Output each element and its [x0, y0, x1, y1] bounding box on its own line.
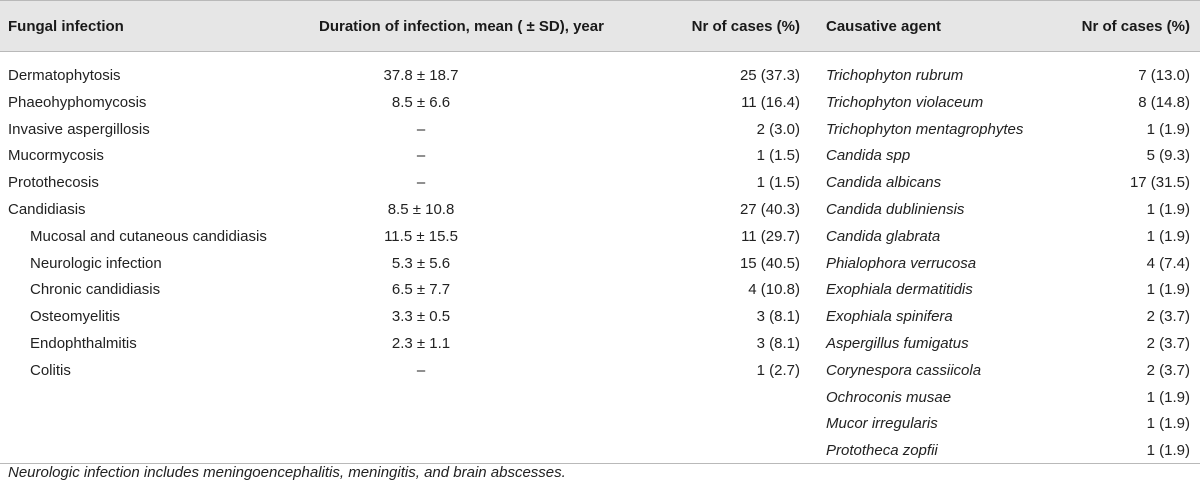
header-causative-agent: Causative agent — [826, 18, 942, 35]
table-row: Phaeohyphomycosis 8.5 ± 6.6 11 (16.4) Trich… — [0, 89, 1200, 116]
causative-agent-name: Trichophyton violaceum — [826, 93, 984, 111]
infection-duration: – — [416, 120, 426, 138]
table-row: Ochroconis musae 1 (1.9) — [0, 384, 1200, 411]
causative-agent-name: Exophiala dermatitidis — [826, 281, 973, 299]
causative-agent-name: Mucor irregularis — [826, 415, 938, 433]
infection-cases: 11 (16.4) — [741, 93, 800, 111]
causative-agent-cases: 1 (1.9) — [1146, 227, 1190, 245]
causative-agent-name: Prototheca zopfii — [826, 442, 938, 460]
table-row: Mucosal and cutaneous candidiasis 11.5 ± … — [0, 223, 1200, 250]
causative-agent-cases: 4 (7.4) — [1146, 254, 1190, 272]
infection-cases: 1 (2.7) — [756, 361, 800, 379]
table-row: Mucor irregularis 1 (1.9) — [0, 410, 1200, 437]
infection-duration: 3.3 ± 0.5 — [391, 308, 451, 326]
infection-name: Dermatophytosis — [8, 67, 121, 84]
causative-agent-name: Candida albicans — [826, 174, 942, 192]
infection-cases: 15 (40.5) — [739, 254, 800, 272]
table-row: Osteomyelitis 3.3 ± 0.5 3 (8.1) Exophiala s… — [0, 303, 1200, 330]
infection-duration: 2.3 ± 1.1 — [391, 335, 451, 352]
infection-cases: 25 (37.3) — [739, 67, 800, 84]
infection-duration: 5.3 ± 5.6 — [391, 254, 451, 272]
infection-name: Protothecosis — [8, 174, 99, 192]
table-footnote: Neurologic infection includes meningoenc… — [8, 464, 566, 481]
causative-agent-cases: 17 (31.5) — [1129, 174, 1190, 192]
causative-agent-cases: 1 (1.9) — [1146, 415, 1190, 433]
causative-agent-name: Trichophyton rubrum — [826, 67, 964, 84]
causative-agent-name: Corynespora cassiicola — [826, 361, 982, 379]
causative-agent-name: Exophiala spinifera — [826, 308, 953, 326]
infection-duration: – — [416, 361, 426, 379]
causative-agent-cases: 1 (1.9) — [1146, 442, 1190, 460]
table-row: Chronic candidiasis 6.5 ± 7.7 4 (10.8) Exop… — [0, 276, 1200, 303]
causative-agent-cases: 2 (3.7) — [1146, 361, 1190, 379]
infection-cases: 3 (8.1) — [756, 335, 800, 352]
causative-agent-name: Candida spp — [826, 147, 911, 165]
table-body: Dermatophytosis 37.8 ± 18.7 25 (37.3) Trich… — [0, 52, 1200, 464]
causative-agent-cases: 1 (1.9) — [1146, 120, 1190, 138]
table-row: Protothecosis – 1 (1.5) Candida albicans 17 … — [0, 169, 1200, 196]
infection-cases: 4 (10.8) — [748, 281, 800, 299]
causative-agent-cases: 8 (14.8) — [1138, 93, 1190, 111]
infection-name: Neurologic infection — [30, 254, 162, 272]
table-row: Candidiasis 8.5 ± 10.8 27 (40.3) Candida du… — [0, 196, 1200, 223]
infection-cases: 27 (40.3) — [739, 201, 800, 218]
fungal-infection-table: Fungal infection Duration of infection, … — [0, 0, 1200, 464]
causative-agent-cases: 5 (9.3) — [1146, 147, 1190, 165]
infection-duration: 37.8 ± 18.7 — [383, 67, 459, 84]
header-duration: Duration of infection, mean ( ± SD), yea… — [319, 18, 604, 35]
causative-agent-name: Aspergillus fumigatus — [826, 335, 969, 352]
causative-agent-cases: 1 (1.9) — [1146, 201, 1190, 218]
header-cases-agent: Nr of cases (%) — [1081, 18, 1190, 35]
table-row: Neurologic infection 5.3 ± 5.6 15 (40.5) Ph… — [0, 250, 1200, 277]
table-row: Invasive aspergillosis – 2 (3.0) Trichophyt… — [0, 116, 1200, 143]
causative-agent-name: Candida glabrata — [826, 227, 941, 245]
infection-duration: 8.5 ± 6.6 — [391, 93, 451, 111]
infection-name: Mucosal and cutaneous candidiasis — [30, 227, 267, 245]
table-row: Mucormycosis – 1 (1.5) Candida spp 5 (9.3) — [0, 142, 1200, 169]
infection-duration: 8.5 ± 10.8 — [387, 201, 455, 218]
causative-agent-cases: 2 (3.7) — [1146, 335, 1190, 352]
infection-name: Endophthalmitis — [30, 335, 137, 352]
infection-duration: 6.5 ± 7.7 — [391, 281, 451, 299]
table-header: Fungal infection Duration of infection, … — [0, 1, 1200, 52]
infection-cases: 1 (1.5) — [756, 174, 800, 192]
infection-name: Candidiasis — [8, 201, 86, 218]
causative-agent-cases: 1 (1.9) — [1146, 388, 1190, 406]
table-row: Endophthalmitis 2.3 ± 1.1 3 (8.1) Aspergill… — [0, 330, 1200, 357]
infection-duration: – — [416, 174, 426, 192]
infection-name: Osteomyelitis — [30, 308, 121, 326]
infection-name: Phaeohyphomycosis — [8, 93, 147, 111]
infection-name: Invasive aspergillosis — [8, 120, 150, 138]
table-row: Prototheca zopfii 1 (1.9) — [0, 437, 1200, 464]
causative-agent-cases: 1 (1.9) — [1146, 281, 1190, 299]
infection-cases: 11 (29.7) — [741, 227, 800, 245]
causative-agent-name: Candida dubliniensis — [826, 201, 965, 218]
infection-cases: 2 (3.0) — [756, 120, 800, 138]
table-row: Dermatophytosis 37.8 ± 18.7 25 (37.3) Trich… — [0, 62, 1200, 89]
causative-agent-cases: 2 (3.7) — [1146, 308, 1190, 326]
causative-agent-name: Trichophyton mentagrophytes — [826, 120, 1024, 138]
infection-name: Colitis — [30, 361, 71, 379]
table-row: Colitis – 1 (2.7) Corynespora cassiicola 2 (… — [0, 357, 1200, 384]
infection-cases: 3 (8.1) — [756, 308, 800, 326]
causative-agent-name: Ochroconis musae — [826, 388, 952, 406]
causative-agent-cases: 7 (13.0) — [1138, 67, 1190, 84]
causative-agent-name: Phialophora verrucosa — [826, 254, 977, 272]
infection-duration: 11.5 ± 15.5 — [384, 227, 458, 245]
infection-duration: – — [416, 147, 426, 165]
infection-cases: 1 (1.5) — [756, 147, 800, 165]
header-fungal-infection: Fungal infection — [8, 18, 124, 35]
infection-name: Mucormycosis — [8, 147, 104, 165]
header-cases-infection: Nr of cases (%) — [691, 18, 800, 35]
infection-name: Chronic candidiasis — [30, 281, 161, 299]
